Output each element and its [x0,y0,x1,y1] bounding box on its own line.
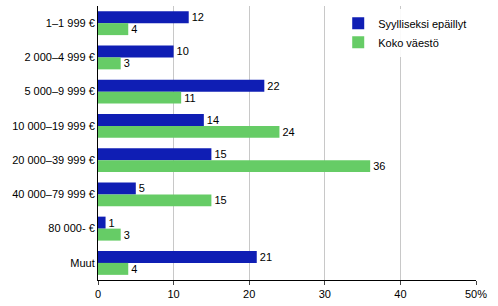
svg-text:10: 10 [167,288,179,300]
svg-text:11: 11 [184,92,195,104]
svg-text:4: 4 [131,23,137,35]
svg-text:22: 22 [267,80,279,92]
svg-text:24: 24 [282,126,294,138]
svg-text:Muut: Muut [70,257,94,269]
svg-text:2 000–4 999 €: 2 000–4 999 € [24,51,94,63]
svg-text:50%: 50% [465,288,487,300]
svg-text:1–1 999 €: 1–1 999 € [46,17,95,29]
svg-text:0: 0 [95,288,101,300]
svg-text:10: 10 [177,45,189,57]
svg-text:20: 20 [243,288,255,300]
svg-text:12: 12 [192,11,204,23]
svg-text:1: 1 [109,217,115,229]
svg-text:30: 30 [319,288,331,300]
svg-text:4: 4 [131,263,137,275]
svg-text:15: 15 [214,194,226,206]
svg-text:Syylliseksi epäillyt: Syylliseksi epäillyt [378,18,466,30]
svg-text:5: 5 [139,182,145,194]
svg-text:80 000- €: 80 000- € [48,222,94,234]
svg-text:10 000–19 999 €: 10 000–19 999 € [12,120,95,132]
svg-text:5 000–9 999 €: 5 000–9 999 € [24,85,94,97]
svg-text:14: 14 [207,114,219,126]
svg-text:40 000–79 999 €: 40 000–79 999 € [12,188,95,200]
svg-text:40: 40 [394,288,406,300]
svg-text:36: 36 [373,160,385,172]
svg-text:Koko väestö: Koko väestö [378,37,439,49]
svg-text:20 000–39 999 €: 20 000–39 999 € [12,154,95,166]
svg-text:3: 3 [124,229,130,241]
svg-text:3: 3 [124,57,130,69]
svg-text:15: 15 [214,148,226,160]
svg-text:21: 21 [260,251,272,263]
